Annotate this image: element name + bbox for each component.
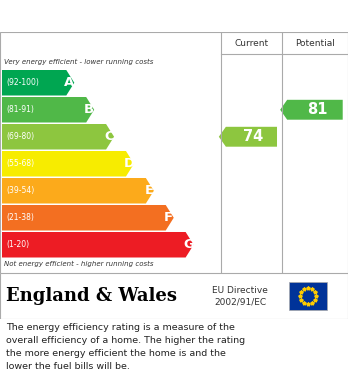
Text: 74: 74 [243,129,263,144]
Polygon shape [280,100,343,120]
Text: (55-68): (55-68) [6,159,34,168]
Text: C: C [104,130,114,143]
FancyBboxPatch shape [289,282,327,310]
Text: EU Directive
2002/91/EC: EU Directive 2002/91/EC [212,285,268,307]
Polygon shape [2,97,94,122]
Text: Current: Current [234,38,269,47]
Text: (81-91): (81-91) [6,105,34,114]
Text: G: G [183,238,194,251]
Text: (21-38): (21-38) [6,213,34,222]
Polygon shape [2,151,134,176]
Text: The energy efficiency rating is a measure of the
overall efficiency of a home. T: The energy efficiency rating is a measur… [6,323,245,371]
Text: 81: 81 [307,102,327,117]
Text: A: A [64,76,74,89]
Polygon shape [2,205,174,231]
Text: D: D [124,157,135,170]
Polygon shape [2,124,114,149]
Polygon shape [2,70,74,95]
Polygon shape [219,127,277,147]
Text: Not energy efficient - higher running costs: Not energy efficient - higher running co… [4,261,153,267]
Text: (1-20): (1-20) [6,240,29,249]
Text: Potential: Potential [295,38,335,47]
Text: Energy Efficiency Rating: Energy Efficiency Rating [9,9,230,23]
Text: (69-80): (69-80) [6,132,34,141]
Text: F: F [164,211,173,224]
Text: Very energy efficient - lower running costs: Very energy efficient - lower running co… [4,59,153,65]
Text: England & Wales: England & Wales [6,287,177,305]
Text: (92-100): (92-100) [6,78,39,87]
Text: (39-54): (39-54) [6,186,34,195]
Text: E: E [144,184,153,197]
Polygon shape [2,232,193,258]
Text: B: B [84,103,94,116]
Polygon shape [2,178,154,203]
